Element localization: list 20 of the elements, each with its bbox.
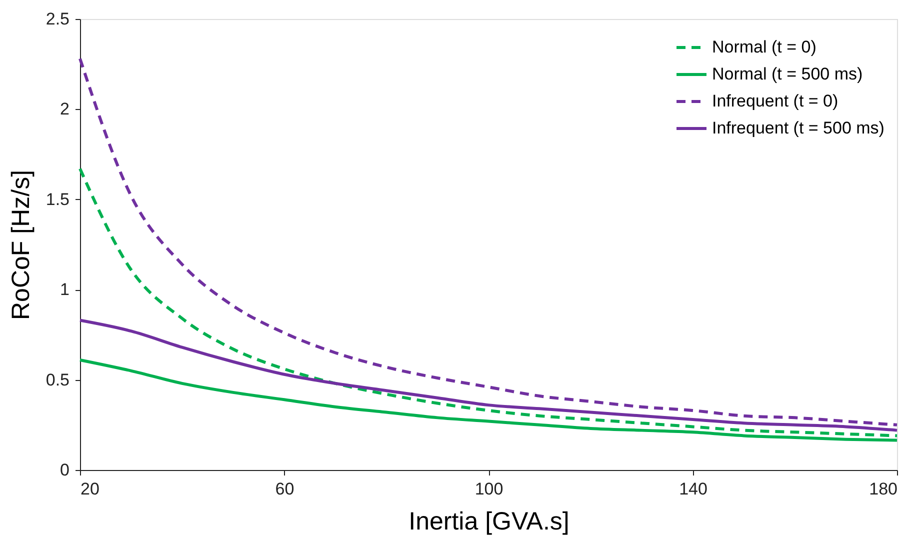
legend-label: Infrequent (t = 0) (712, 92, 838, 110)
line-series (78, 167, 898, 438)
x-tick-label: 100 (474, 480, 504, 498)
line-series (78, 57, 898, 426)
x-axis-title: Inertia [GVA.s] (408, 508, 570, 536)
x-tick-label: 180 (869, 480, 898, 498)
x-tick-label: 140 (679, 480, 708, 498)
legend-label: Infrequent (t = 500 ms) (712, 118, 884, 138)
line-series (78, 318, 898, 432)
y-tick-label: 2 (60, 100, 70, 119)
y-tick-label: 1.5 (46, 190, 70, 209)
y-tick-label: 2.5 (46, 10, 70, 28)
legend-label: Normal (t = 0) (712, 38, 816, 56)
x-tick-label: 60 (275, 480, 294, 498)
y-tick-label: 0.5 (46, 370, 70, 390)
y-axis-title: RoCoF [Hz/s] (6, 170, 35, 320)
y-tick-label: 1 (60, 280, 70, 300)
x-tick-label: 20 (80, 480, 100, 498)
y-tick-label: 0 (60, 460, 70, 480)
legend-label: Normal (t = 500 ms) (712, 64, 863, 84)
